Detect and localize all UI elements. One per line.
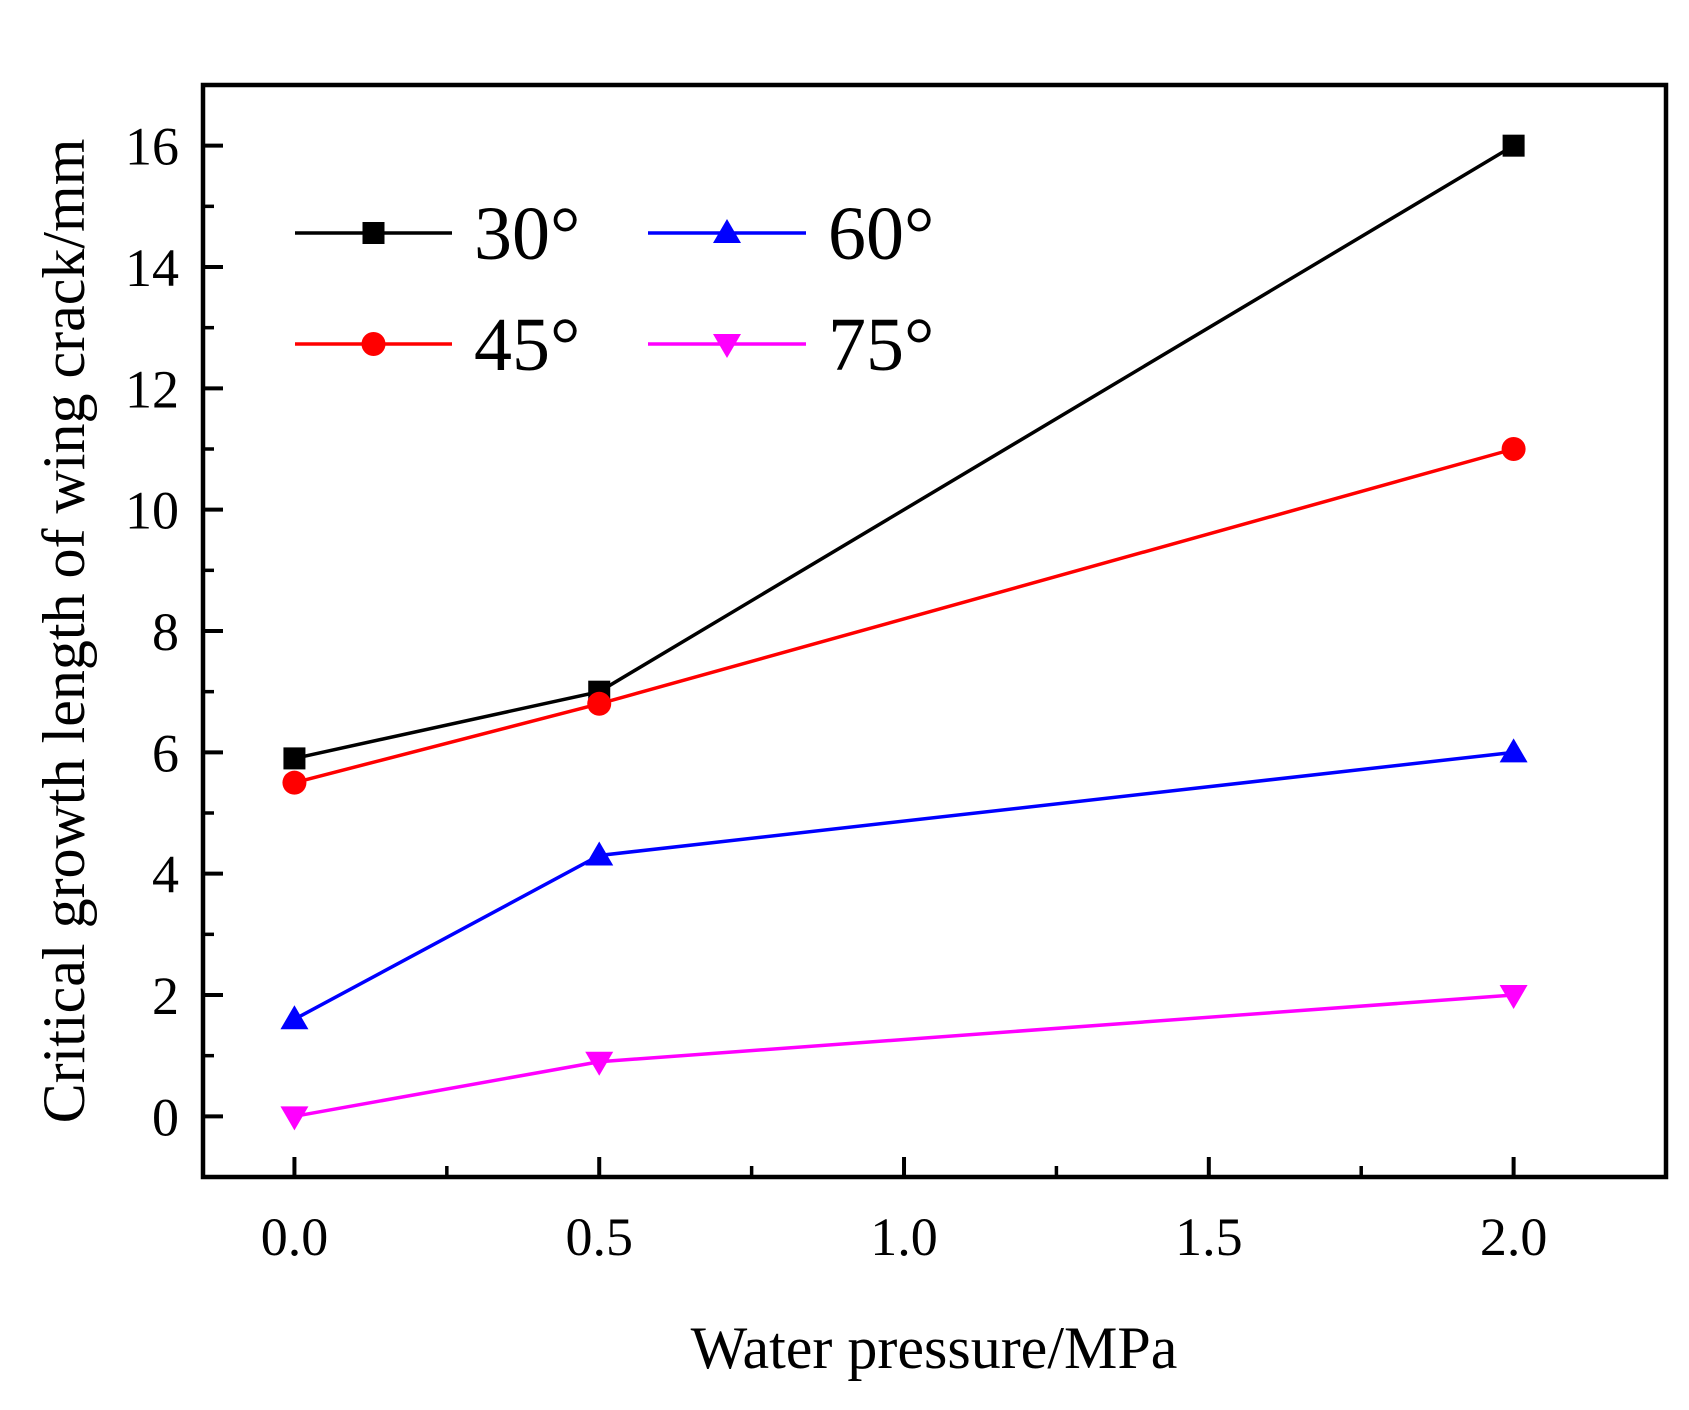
y-tick-label: 6 <box>152 723 179 783</box>
x-tick-label: 0.5 <box>565 1207 633 1267</box>
series-markers <box>280 134 1528 1131</box>
data-point-0-2 <box>1502 134 1525 157</box>
y-tick-label: 2 <box>152 966 179 1026</box>
series-line-1 <box>293 447 1515 785</box>
data-point-3-2 <box>1499 985 1528 1009</box>
legend-marker <box>713 219 741 243</box>
x-axis-title: Water pressure/MPa <box>691 1315 1178 1381</box>
y-tick-label: 10 <box>125 481 179 541</box>
y-tick-label: 12 <box>125 359 179 419</box>
x-tick-label: 0.0 <box>261 1207 329 1267</box>
plot-frame <box>200 82 1669 1180</box>
y-axis-title: Critical growth length of wing crack/mm <box>31 139 97 1124</box>
series-line-3 <box>294 993 1514 1119</box>
y-tick-label: 0 <box>152 1087 179 1147</box>
legend: 30° 45° 60° 75° <box>295 192 934 387</box>
x-tick-label: 1.0 <box>870 1207 938 1267</box>
legend-label: 60° <box>828 192 934 276</box>
y-tick-label: 14 <box>125 238 179 298</box>
y-tick-label: 8 <box>152 602 179 662</box>
axis-ticks <box>203 143 1516 1177</box>
y-tick-label: 4 <box>152 845 179 905</box>
legend-label: 30° <box>474 192 580 276</box>
data-point-1-0 <box>282 770 307 795</box>
data-point-2-2 <box>1499 738 1528 763</box>
data-point-1-1 <box>587 691 612 716</box>
y-tick-label: 16 <box>125 117 179 177</box>
legend-marker <box>713 334 741 358</box>
data-point-3-1 <box>585 1051 614 1076</box>
legend-marker <box>361 332 386 356</box>
data-point-2-1 <box>585 841 614 866</box>
legend-label: 75° <box>828 303 934 387</box>
legend-label: 45° <box>474 303 580 387</box>
series-line-2 <box>293 750 1514 1021</box>
data-point-0-0 <box>283 747 306 770</box>
data-point-3-0 <box>280 1106 309 1131</box>
y-tick-labels: 0 2 4 6 8 10 12 14 16 <box>125 117 179 1148</box>
data-point-2-0 <box>280 1005 309 1030</box>
series-lines <box>293 144 1515 1119</box>
x-tick-label: 1.5 <box>1175 1207 1243 1267</box>
x-tick-label: 2.0 <box>1480 1207 1548 1267</box>
x-tick-labels: 0.0 0.5 1.0 1.5 2.0 <box>261 1207 1548 1267</box>
data-point-1-2 <box>1501 437 1526 461</box>
legend-marker <box>362 222 385 244</box>
